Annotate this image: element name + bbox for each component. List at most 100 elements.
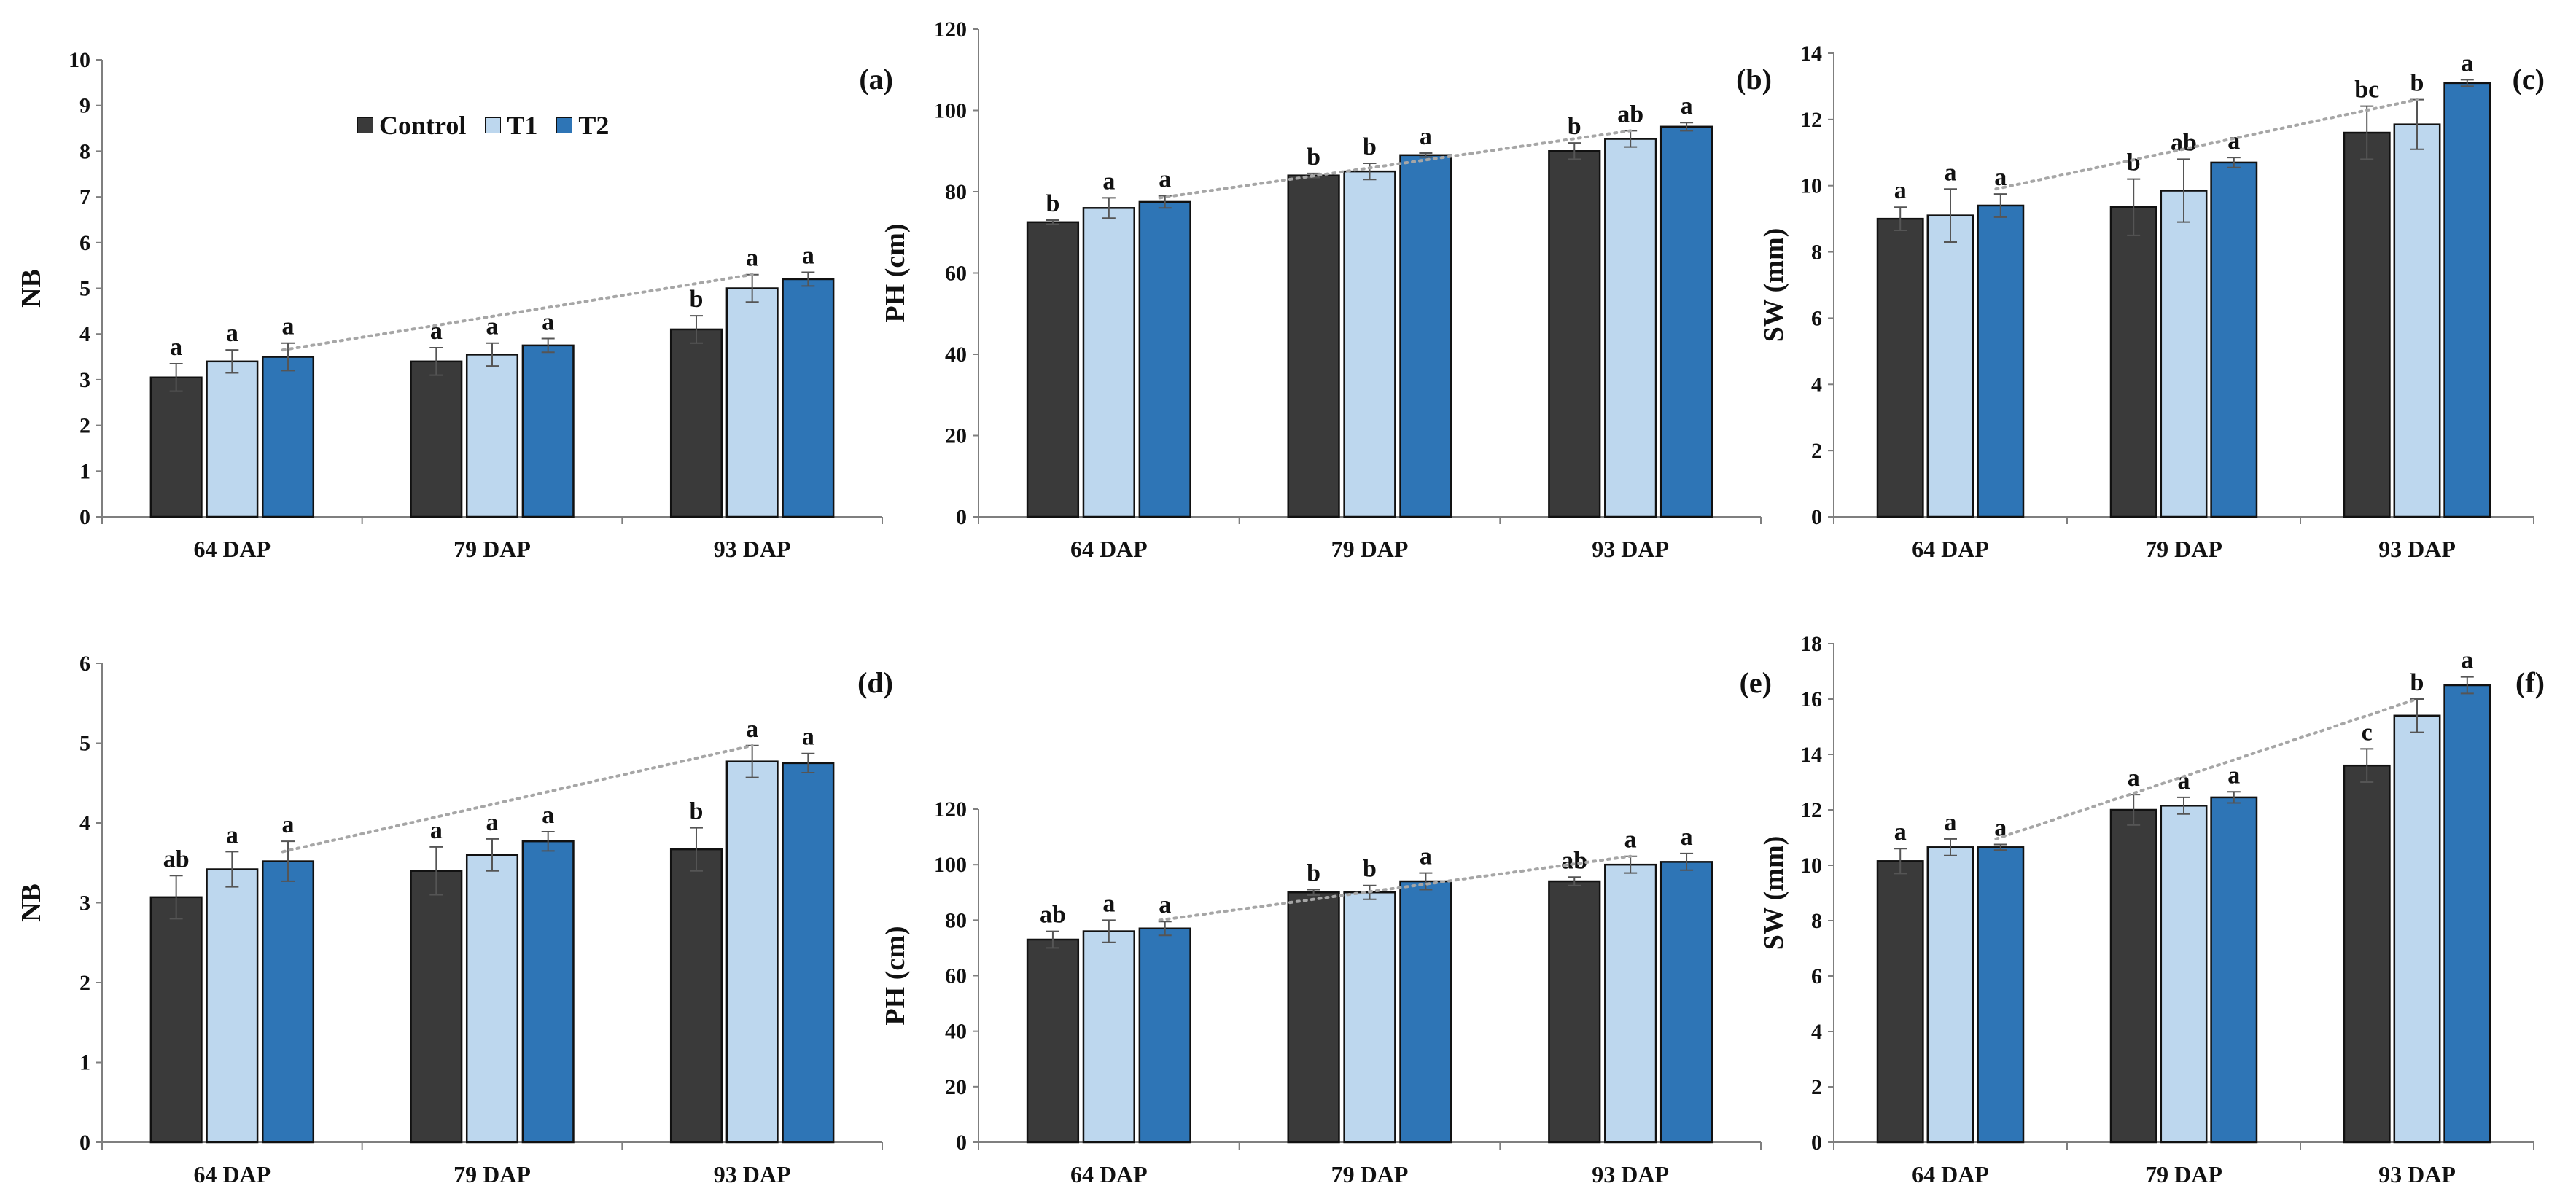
trend-line — [281, 273, 754, 352]
significance-letter: c — [2362, 719, 2373, 746]
y-tick-label: 0 — [79, 505, 90, 529]
y-tick-label: 10 — [69, 48, 90, 72]
significance-letter: a — [1894, 177, 1907, 204]
y-tick-label: 18 — [1800, 632, 1822, 656]
x-tick-label: 79 DAP — [2145, 536, 2222, 562]
bar-t1 — [725, 287, 779, 518]
bar-control — [2109, 206, 2157, 518]
significance-letter: a — [1681, 824, 1693, 851]
legend: Control T1 T2 — [357, 109, 609, 141]
bar-t2 — [1977, 846, 2025, 1144]
y-axis-title: SW (mm) — [1759, 228, 1789, 343]
y-tick-label: 0 — [956, 505, 967, 529]
y-tick-label: 120 — [934, 797, 967, 822]
trend-line — [1994, 698, 2419, 840]
bar-t2 — [782, 278, 835, 518]
bar-t2 — [2210, 796, 2258, 1144]
y-tick-label: 0 — [79, 1131, 90, 1155]
y-tick-label: 7 — [79, 185, 90, 209]
bar-t1 — [1082, 207, 1135, 518]
bar-t2 — [261, 860, 315, 1144]
y-tick-label: 6 — [1811, 306, 1822, 330]
x-tick-label: 93 DAP — [714, 1161, 791, 1187]
legend-label-control: Control — [379, 111, 467, 140]
y-tick-label: 1 — [79, 459, 90, 483]
significance-letter: a — [1102, 890, 1115, 917]
y-tick-label: 3 — [79, 891, 90, 916]
significance-letter: a — [746, 716, 758, 743]
bar-control — [1287, 174, 1340, 518]
x-tick-label: 64 DAP — [1912, 1161, 1989, 1187]
bar-t2 — [2443, 684, 2491, 1144]
significance-letter: a — [1945, 809, 1957, 836]
bar-control — [1026, 221, 1080, 518]
x-tick-label: 64 DAP — [1912, 536, 1989, 562]
y-tick-label: 6 — [79, 231, 90, 255]
bar-control — [1026, 938, 1080, 1144]
bar-t2 — [521, 344, 575, 518]
x-tick-label: 64 DAP — [193, 536, 271, 562]
bar-t2 — [1977, 204, 2025, 518]
x-tick-label: 93 DAP — [1592, 536, 1669, 562]
bar-control — [2109, 808, 2157, 1144]
y-tick-label: 8 — [1811, 241, 1822, 265]
significance-letter: ab — [163, 846, 190, 873]
legend-item-t1: T1 — [485, 110, 537, 141]
bar-t1 — [2393, 714, 2441, 1144]
bar-t2 — [1399, 154, 1452, 518]
significance-letter: a — [1159, 166, 1171, 193]
significance-letter: a — [486, 313, 499, 340]
bar-t1 — [206, 868, 259, 1144]
significance-letter: a — [542, 308, 554, 335]
bar-t1 — [1343, 170, 1396, 518]
x-tick-label: 93 DAP — [1592, 1161, 1669, 1187]
significance-letter: a — [1681, 93, 1693, 120]
legend-item-control: Control — [357, 110, 466, 141]
significance-letter: b — [1363, 856, 1377, 883]
significance-letter: a — [282, 811, 295, 838]
significance-letter: b — [2410, 70, 2424, 97]
y-tick-label: 0 — [1811, 505, 1822, 529]
bar-control — [1287, 891, 1340, 1144]
significance-letter: a — [802, 243, 814, 270]
significance-letter: a — [1159, 891, 1171, 918]
bar-t2 — [521, 840, 575, 1144]
bar-t1 — [1604, 138, 1657, 518]
y-tick-label: 60 — [945, 262, 967, 286]
y-tick-label: 4 — [1811, 372, 1822, 397]
significance-letter: a — [746, 245, 758, 272]
y-tick-label: 40 — [945, 1020, 967, 1044]
y-tick-label: 0 — [956, 1131, 967, 1155]
y-tick-label: 100 — [934, 99, 967, 123]
y-tick-label: 4 — [1811, 1020, 1822, 1044]
significance-letter: b — [1363, 133, 1377, 160]
panel-c: 0 2 4 6 8 10 12 14 SW (mm) (c) 64 DAP a a a 79 DAP b a b a… — [1759, 42, 2545, 562]
y-tick-label: 2 — [79, 414, 90, 438]
significance-letter: a — [2461, 647, 2473, 674]
significance-letter: bc — [2354, 77, 2379, 104]
y-tick-label: 0 — [1811, 1131, 1822, 1155]
significance-letter: a — [486, 809, 499, 836]
x-tick-label: 93 DAP — [714, 536, 791, 562]
significance-letter: a — [1994, 815, 2007, 842]
trend-line — [281, 744, 754, 854]
significance-letter: a — [226, 320, 238, 347]
x-tick-label: 64 DAP — [1070, 536, 1148, 562]
bar-control — [2343, 764, 2391, 1144]
x-tick-label: 79 DAP — [2145, 1161, 2222, 1187]
significance-letter: b — [690, 798, 704, 825]
y-tick-label: 14 — [1800, 743, 1822, 767]
bar-t1 — [2160, 805, 2208, 1144]
panel-d: 0 1 2 3 4 5 6 NB (d) 64 DAP ab a a 79 DAP a a a 93 DAP b a a — [16, 652, 893, 1187]
y-tick-label: 2 — [79, 971, 90, 995]
y-tick-label: 20 — [945, 1075, 967, 1099]
significance-letter: ab — [1617, 101, 1643, 128]
bar-t1 — [1343, 891, 1396, 1144]
x-tick-label: 64 DAP — [1070, 1161, 1148, 1187]
bar-t2 — [1659, 125, 1713, 518]
trend-line — [1158, 129, 1633, 200]
panel-label: (a) — [859, 63, 893, 95]
y-tick-label: 16 — [1800, 687, 1822, 711]
y-tick-label: 4 — [79, 811, 90, 835]
